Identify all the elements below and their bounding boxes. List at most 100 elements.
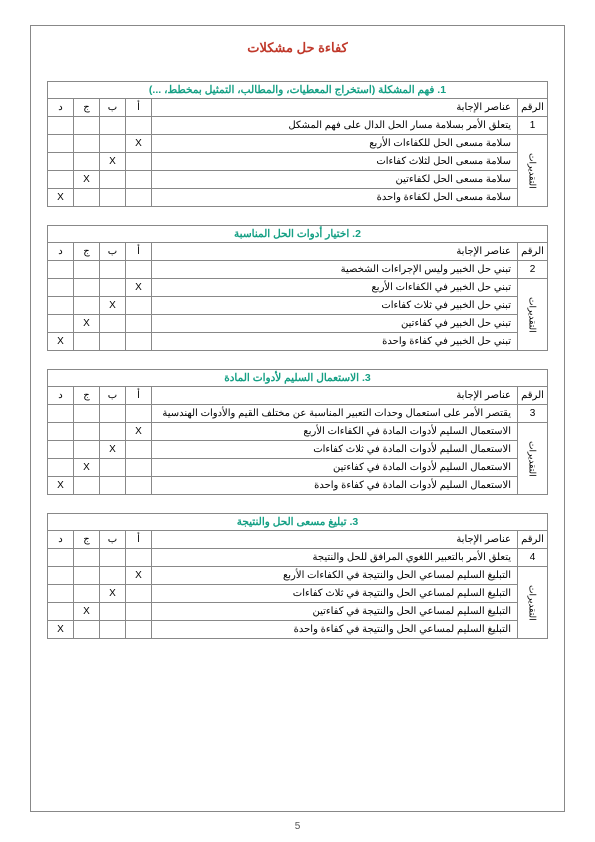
col-header-grade: أ	[126, 243, 152, 261]
grade-cell: X	[48, 621, 74, 639]
col-header-grade: ب	[100, 99, 126, 117]
row-num: 2	[518, 261, 548, 279]
grade-cell	[126, 117, 152, 135]
grade-cell	[74, 135, 100, 153]
grade-cell	[126, 459, 152, 477]
grade-cell	[48, 603, 74, 621]
grade-cell	[126, 171, 152, 189]
row-num: 1	[518, 117, 548, 135]
grade-cell	[48, 405, 74, 423]
grade-cell	[126, 405, 152, 423]
grade-cell	[74, 405, 100, 423]
col-header-grade: ج	[74, 531, 100, 549]
row-text: التبليغ السليم لمساعي الحل والنتيجة في ا…	[152, 567, 518, 585]
grade-cell	[100, 621, 126, 639]
grade-cell: X	[126, 567, 152, 585]
grade-cell	[100, 279, 126, 297]
grade-cell	[100, 477, 126, 495]
grade-cell	[74, 261, 100, 279]
grade-cell	[48, 171, 74, 189]
grade-cell: X	[100, 153, 126, 171]
section-title: 2. اختيار أدوات الحل المناسبة	[47, 225, 548, 242]
grade-cell	[74, 423, 100, 441]
grade-cell	[74, 189, 100, 207]
grade-cell: X	[74, 171, 100, 189]
row-text: سلامة مسعى الحل لكفاءتين	[152, 171, 518, 189]
evaluation-section: 1. فهم المشكلة (استخراج المعطيات، والمطا…	[47, 81, 548, 207]
row-desc: يتعلق الأمر بالتعبير اللغوي المرافق للحل…	[152, 549, 518, 567]
grade-cell	[74, 333, 100, 351]
table-row: سلامة مسعى الحل لكفاءتين X	[48, 171, 548, 189]
grade-cell	[48, 441, 74, 459]
col-header-grade: ب	[100, 387, 126, 405]
side-label: التقديرات	[518, 567, 548, 639]
col-header-grade: ج	[74, 99, 100, 117]
side-label: التقديرات	[518, 135, 548, 207]
row-text: تبني حل الخبير في كفاءتين	[152, 315, 518, 333]
evaluation-section: 3. الاستعمال السليم لأدوات المادةالرقمعن…	[47, 369, 548, 495]
section-title: 1. فهم المشكلة (استخراج المعطيات، والمطا…	[47, 81, 548, 98]
table-row: سلامة مسعى الحل لكفاءة واحدةX	[48, 189, 548, 207]
row-text: سلامة مسعى الحل لكفاءة واحدة	[152, 189, 518, 207]
col-header-grade: د	[48, 531, 74, 549]
grade-cell: X	[74, 459, 100, 477]
grade-cell: X	[126, 279, 152, 297]
row-text: الاستعمال السليم لأدوات المادة في كفاءة …	[152, 477, 518, 495]
table-row: 4يتعلق الأمر بالتعبير اللغوي المرافق للح…	[48, 549, 548, 567]
table-row: 1يتعلق الأمر بسلامة مسار الحل الدال على …	[48, 117, 548, 135]
grade-cell	[74, 549, 100, 567]
grade-cell	[100, 171, 126, 189]
evaluation-table: الرقمعناصر الإجابةأبجد2تبني حل الخبير ول…	[47, 242, 548, 351]
table-row: التبليغ السليم لمساعي الحل والنتيجة في ك…	[48, 603, 548, 621]
col-header-grade: ج	[74, 387, 100, 405]
col-header-elem: عناصر الإجابة	[152, 99, 518, 117]
row-text: سلامة مسعى الحل لثلاث كفاءات	[152, 153, 518, 171]
row-desc: تبني حل الخبير وليس الإجراءات الشخصية	[152, 261, 518, 279]
grade-cell	[74, 477, 100, 495]
grade-cell	[100, 315, 126, 333]
row-num: 4	[518, 549, 548, 567]
col-header-grade: د	[48, 99, 74, 117]
table-row: التقديراتالتبليغ السليم لمساعي الحل والن…	[48, 567, 548, 585]
grade-cell	[74, 621, 100, 639]
grade-cell	[126, 585, 152, 603]
grade-cell	[100, 135, 126, 153]
grade-cell: X	[100, 585, 126, 603]
grade-cell	[126, 549, 152, 567]
grade-cell	[126, 297, 152, 315]
grade-cell	[74, 585, 100, 603]
grade-cell	[48, 261, 74, 279]
grade-cell	[74, 297, 100, 315]
evaluation-table: الرقمعناصر الإجابةأبجد4يتعلق الأمر بالتع…	[47, 530, 548, 639]
grade-cell	[100, 459, 126, 477]
grade-cell: X	[74, 603, 100, 621]
col-header-grade: أ	[126, 531, 152, 549]
row-desc: يقتصر الأمر على استعمال وحدات التعبير ال…	[152, 405, 518, 423]
grade-cell	[74, 279, 100, 297]
table-row: سلامة مسعى الحل لثلاث كفاءات X	[48, 153, 548, 171]
table-row: التقديراتالاستعمال السليم لأدوات المادة …	[48, 423, 548, 441]
section-title: 3. الاستعمال السليم لأدوات المادة	[47, 369, 548, 386]
table-row: الاستعمال السليم لأدوات المادة في كفاءة …	[48, 477, 548, 495]
col-header-num: الرقم	[518, 387, 548, 405]
grade-cell	[100, 603, 126, 621]
grade-cell	[126, 477, 152, 495]
table-row: تبني حل الخبير في ثلاث كفاءاتX	[48, 297, 548, 315]
table-row: تبني حل الخبير في كفاءتينX	[48, 315, 548, 333]
grade-cell: X	[48, 333, 74, 351]
table-header-row: الرقمعناصر الإجابةأبجد	[48, 99, 548, 117]
grade-cell	[48, 585, 74, 603]
side-label: التقديرات	[518, 423, 548, 495]
grade-cell	[126, 621, 152, 639]
grade-cell	[74, 567, 100, 585]
grade-cell	[100, 117, 126, 135]
col-header-num: الرقم	[518, 243, 548, 261]
page-title: كفاءة حل مشكلات	[35, 40, 560, 56]
grade-cell	[48, 315, 74, 333]
grade-cell: X	[48, 477, 74, 495]
grade-cell	[48, 567, 74, 585]
grade-cell	[126, 261, 152, 279]
grade-cell	[126, 603, 152, 621]
col-header-grade: أ	[126, 387, 152, 405]
table-row: التبليغ السليم لمساعي الحل والنتيجة في ك…	[48, 621, 548, 639]
